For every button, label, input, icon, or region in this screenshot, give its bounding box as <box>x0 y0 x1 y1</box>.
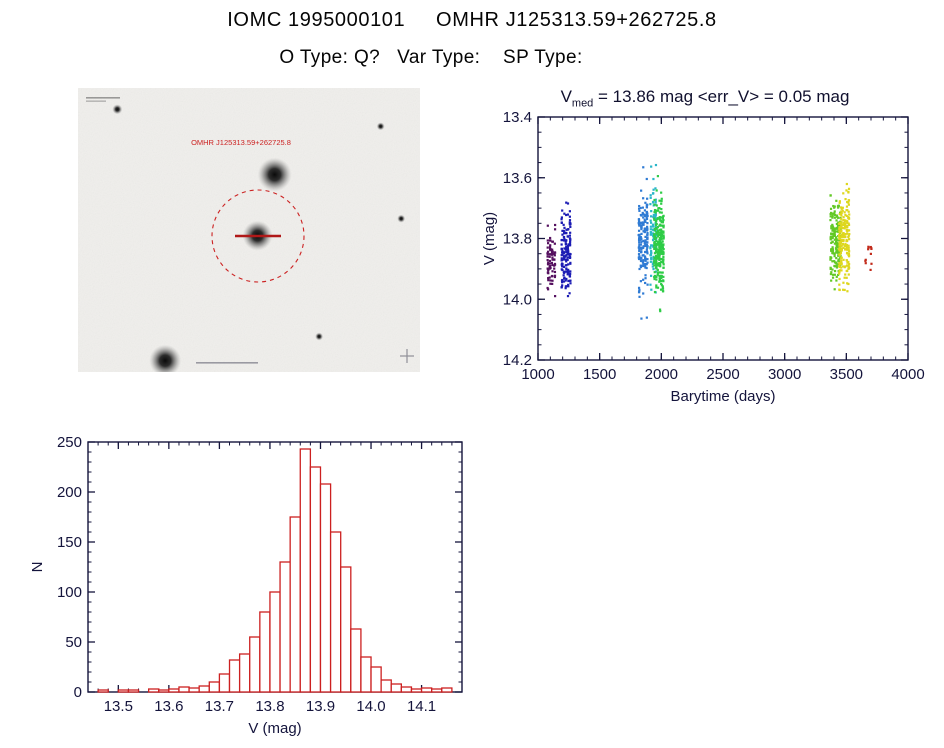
y-tick-label: 100 <box>57 584 82 601</box>
lightcurve-title-rest: = 13.86 mag <err_V> = 0.05 mag <box>593 87 850 106</box>
lightcurve-title-base: V <box>560 87 572 106</box>
lightcurve-plot-panel: 1000 1500 2000 2500 3000 3500 4000 13.4 13.6 13.8… <box>480 95 930 405</box>
x-tick-label: 3000 <box>768 366 801 383</box>
x-tick-label: 14.1 <box>407 698 436 715</box>
y-tick-label: 13.4 <box>503 109 532 126</box>
x-tick-label: 13.5 <box>104 698 133 715</box>
y-axis-label: V (mag) <box>481 212 498 265</box>
x-tick-label: 13.6 <box>154 698 183 715</box>
x-tick-label: 3500 <box>830 366 863 383</box>
histogram-plot-panel: 13.5 13.6 13.7 13.8 13.9 14.0 14.1 0 50 100 150 200… <box>28 428 498 743</box>
lightcurve-title-sub: med <box>571 97 594 110</box>
lightcurve-canvas: 1000 1500 2000 2500 3000 3500 4000 13.4 13.6 13.8… <box>481 109 925 405</box>
page-title: IOMC 1995000101 OMHR J125313.59+262725.8 <box>227 9 717 31</box>
y-tick-label: 250 <box>57 434 82 451</box>
finder-corner-annotations <box>86 97 414 364</box>
x-tick-label: 1000 <box>521 366 554 383</box>
histogram-bars <box>97 448 453 693</box>
y-tick-label: 50 <box>65 634 82 651</box>
plot-frame <box>537 116 909 361</box>
x-tick-label: 2000 <box>645 366 678 383</box>
y-tick-label: 14.0 <box>503 291 532 308</box>
y-tick-label: 200 <box>57 484 82 501</box>
histogram-canvas: 13.5 13.6 13.7 13.8 13.9 14.0 14.1 0 50 100 150 200… <box>29 434 463 737</box>
y-tick-label: 14.2 <box>503 352 532 369</box>
finder-aperture-circle <box>211 189 305 283</box>
axes: 1000 1500 2000 2500 3000 3500 4000 13.4 13.6 13.8… <box>481 109 925 405</box>
x-axis-label: Barytime (days) <box>670 388 775 405</box>
y-tick-label: 150 <box>57 534 82 551</box>
finder-target-label: OMHR J125313.59+262725.8 <box>191 138 291 147</box>
y-tick-label: 13.6 <box>503 170 532 187</box>
scatter-points <box>546 163 873 320</box>
y-axis-label: N <box>29 562 46 573</box>
page-subtitle: O Type: Q? Var Type: SP Type: <box>279 47 583 68</box>
y-tick-label: 0 <box>74 684 82 701</box>
lightcurve-title: Vmed = 13.86 mag <err_V> = 0.05 mag <box>480 87 930 109</box>
x-tick-label: 13.8 <box>255 698 284 715</box>
x-tick-label: 14.0 <box>356 698 385 715</box>
finder-chart-panel: OMHR J125313.59+262725.8 <box>78 88 420 377</box>
x-tick-label: 4000 <box>891 366 924 383</box>
x-tick-label: 13.9 <box>306 698 335 715</box>
x-tick-label: 13.7 <box>205 698 234 715</box>
x-tick-label: 1500 <box>583 366 616 383</box>
x-tick-label: 2500 <box>706 366 739 383</box>
finder-chart-image: OMHR J125313.59+262725.8 <box>78 88 420 377</box>
x-axis-label: V (mag) <box>248 720 301 737</box>
y-tick-label: 13.8 <box>503 231 532 248</box>
